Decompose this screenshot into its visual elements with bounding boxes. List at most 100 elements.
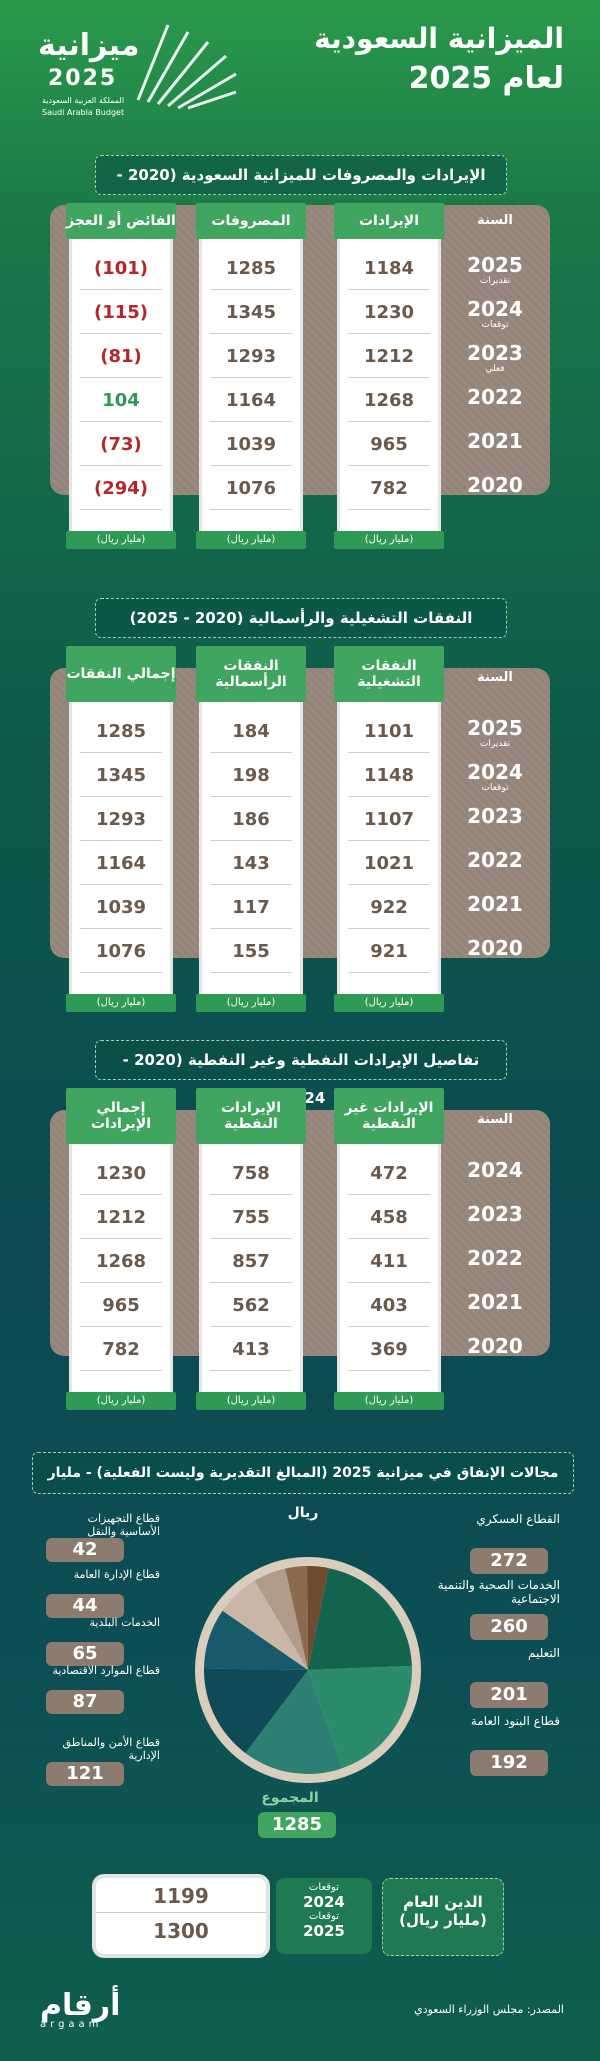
table-row-year: 2020 <box>455 1336 535 1358</box>
debt-values-box: 1199 1300 <box>96 1878 266 1954</box>
table-cell: 155 <box>210 932 292 973</box>
pie-title: مجالات الإنفاق في ميزانية 2025 (المبالغ … <box>32 1452 574 1521</box>
unit-label: (مليار ريال) <box>196 1392 306 1410</box>
debt-y1-note: توقعات <box>308 1882 339 1893</box>
unit-label: (مليار ريال) <box>334 994 444 1012</box>
table-0-column-header: الفائض أو العجز <box>66 203 176 239</box>
table-0-column-2 <box>72 207 170 537</box>
pie-total-value: 1285 <box>258 1812 336 1838</box>
unit-label: (مليار ريال) <box>66 1392 176 1410</box>
year-value: 2025 <box>467 253 523 277</box>
table-cell: 857 <box>210 1242 292 1283</box>
debt-y1: 2024 <box>303 1893 345 1911</box>
logo-year: 2025 <box>48 66 118 91</box>
year-value: 2021 <box>467 1290 523 1314</box>
table-row-year: 2025 تقديرات <box>455 255 535 286</box>
debt-y2-note: توقعات <box>308 1911 339 1922</box>
table-cell: (101) <box>80 249 162 290</box>
pie-label: قطاع الموارد الاقتصادية <box>52 1664 160 1677</box>
table-cell: 1076 <box>80 932 162 973</box>
table-cell: 143 <box>210 844 292 885</box>
year-note: فعلي <box>485 364 505 374</box>
logo-sub-ar: المملكة العربية السعودية <box>42 96 125 105</box>
brand-ar: أرقام <box>40 1988 121 2023</box>
table-1-title: النفقات التشغيلية والرأسمالية (2020 - 20… <box>95 598 507 638</box>
table-1-column-2 <box>72 650 170 1000</box>
pie-label: قطاع البنود العامة <box>470 1714 560 1728</box>
year-value: 2021 <box>467 892 523 916</box>
year-value: 2025 <box>467 716 523 740</box>
table-row-year: 2022 <box>455 1248 535 1270</box>
table-row-year: 2022 <box>455 387 535 409</box>
pie-slice <box>308 1665 412 1769</box>
pie-slice <box>204 1610 308 1670</box>
table-row-year: 2023 <box>455 806 535 828</box>
year-note: تقديرات <box>479 276 511 286</box>
table-cell: 186 <box>210 800 292 841</box>
table-cell: 1285 <box>210 249 292 290</box>
table-cell: (115) <box>80 293 162 334</box>
table-cell: 758 <box>210 1154 292 1195</box>
pie-value: 65 <box>46 1642 124 1666</box>
title-line2: لعام 2025 <box>408 61 564 96</box>
year-value: 2022 <box>467 848 523 872</box>
debt-label-box: الدين العام (مليار ريال) <box>382 1878 504 1956</box>
table-cell: 965 <box>80 1286 162 1327</box>
pie-label: الخدمات البلدية <box>89 1616 160 1629</box>
pie-value: 260 <box>470 1614 548 1640</box>
pie-label: قطاع الإدارة العامة <box>73 1568 160 1581</box>
table-cell: 117 <box>210 888 292 929</box>
table-0-column-0 <box>340 207 438 537</box>
year-note: توقعات <box>481 783 509 793</box>
year-value: 2021 <box>467 429 523 453</box>
table-cell: (73) <box>80 425 162 466</box>
budget-logo: ميزانية 2025 المملكة العربية السعودية Sa… <box>38 24 237 118</box>
pie-value: 42 <box>46 1538 124 1562</box>
table-cell: 198 <box>210 756 292 797</box>
table-row-year: 2021 <box>455 894 535 916</box>
table-2-column-header: إجمالي الإيرادات <box>66 1088 176 1144</box>
table-cell: 965 <box>348 425 430 466</box>
pie-value: 121 <box>46 1762 124 1786</box>
table-cell: 782 <box>80 1330 162 1371</box>
year-value: 2024 <box>467 1158 523 1182</box>
debt-label: الدين العام (مليار ريال) <box>399 1893 487 1929</box>
table-cell: 1021 <box>348 844 430 885</box>
table-cell: 104 <box>80 381 162 422</box>
table-row-year: 2021 <box>455 431 535 453</box>
table-cell: 472 <box>348 1154 430 1195</box>
table-cell: 921 <box>348 932 430 973</box>
table-2-column-header: الإيرادات النفطية <box>196 1088 306 1144</box>
table-0-column-1 <box>202 207 300 537</box>
table-cell: 782 <box>348 469 430 510</box>
year-value: 2020 <box>467 1334 523 1358</box>
table-cell: 1230 <box>80 1154 162 1195</box>
pie-label: قطاع الأمن والمناطق الإدارية <box>62 1736 160 1762</box>
table-row-year: 2024 توقعات <box>455 762 535 793</box>
unit-label: (مليار ريال) <box>196 994 306 1012</box>
table-2-column-header: الإيرادات غير النفطية <box>334 1088 444 1144</box>
pie-value: 192 <box>470 1750 548 1776</box>
title-line1: الميزانية السعودية <box>314 22 564 55</box>
spending-pie-chart <box>195 1557 421 1783</box>
table-cell: 1148 <box>348 756 430 797</box>
table-1-column-0 <box>340 650 438 1000</box>
table-row-year: 2020 <box>455 938 535 960</box>
pie-slice <box>204 1668 308 1754</box>
logo-word: ميزانية <box>38 28 140 63</box>
debt-v1: 1199 <box>96 1884 266 1913</box>
year-value: 2020 <box>467 936 523 960</box>
unit-label: (مليار ريال) <box>196 531 306 549</box>
table-cell: 458 <box>348 1198 430 1239</box>
pie-value: 87 <box>46 1690 124 1714</box>
table-cell: 1164 <box>80 844 162 885</box>
year-value: 2023 <box>467 341 523 365</box>
table-cell: 1212 <box>80 1198 162 1239</box>
pie-label: قطاع التجهيزات الأساسية والنقل <box>87 1512 160 1538</box>
table-cell: 1268 <box>80 1242 162 1283</box>
table-row-year: 2021 <box>455 1292 535 1314</box>
table-cell: 1101 <box>348 712 430 753</box>
table-cell: 1268 <box>348 381 430 422</box>
table-cell: 1285 <box>80 712 162 753</box>
year-value: 2020 <box>467 473 523 497</box>
